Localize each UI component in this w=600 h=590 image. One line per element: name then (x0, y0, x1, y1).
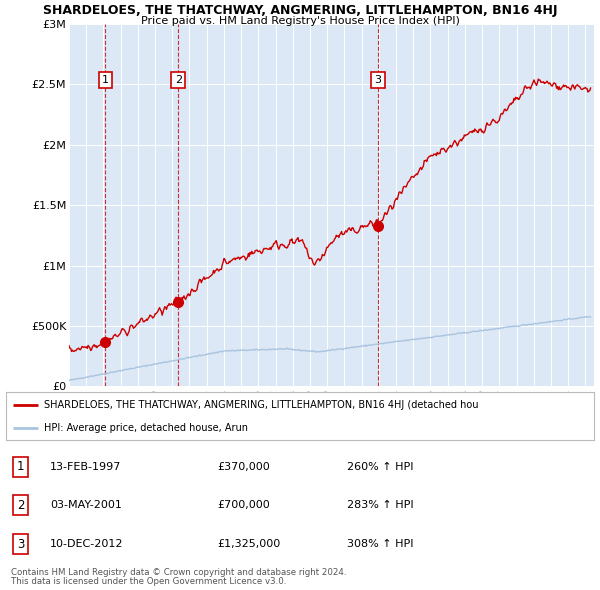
Text: £370,000: £370,000 (218, 462, 271, 471)
Text: SHARDELOES, THE THATCHWAY, ANGMERING, LITTLEHAMPTON, BN16 4HJ (detached hou: SHARDELOES, THE THATCHWAY, ANGMERING, LI… (44, 400, 479, 410)
Text: £700,000: £700,000 (218, 500, 271, 510)
Text: 10-DEC-2012: 10-DEC-2012 (50, 539, 124, 549)
Text: HPI: Average price, detached house, Arun: HPI: Average price, detached house, Arun (44, 423, 248, 432)
Text: Contains HM Land Registry data © Crown copyright and database right 2024.: Contains HM Land Registry data © Crown c… (11, 568, 346, 576)
Text: 308% ↑ HPI: 308% ↑ HPI (347, 539, 413, 549)
Text: 13-FEB-1997: 13-FEB-1997 (50, 462, 121, 471)
Text: 3: 3 (17, 537, 25, 550)
Text: Price paid vs. HM Land Registry's House Price Index (HPI): Price paid vs. HM Land Registry's House … (140, 16, 460, 26)
Text: 1: 1 (17, 460, 25, 473)
Text: SHARDELOES, THE THATCHWAY, ANGMERING, LITTLEHAMPTON, BN16 4HJ: SHARDELOES, THE THATCHWAY, ANGMERING, LI… (43, 4, 557, 17)
Text: 2: 2 (17, 499, 25, 512)
Text: 3: 3 (374, 75, 382, 85)
Text: £1,325,000: £1,325,000 (218, 539, 281, 549)
Text: This data is licensed under the Open Government Licence v3.0.: This data is licensed under the Open Gov… (11, 577, 286, 586)
Text: 2: 2 (175, 75, 182, 85)
Text: 1: 1 (102, 75, 109, 85)
Text: 03-MAY-2001: 03-MAY-2001 (50, 500, 122, 510)
Text: 260% ↑ HPI: 260% ↑ HPI (347, 462, 413, 471)
Text: 283% ↑ HPI: 283% ↑ HPI (347, 500, 413, 510)
